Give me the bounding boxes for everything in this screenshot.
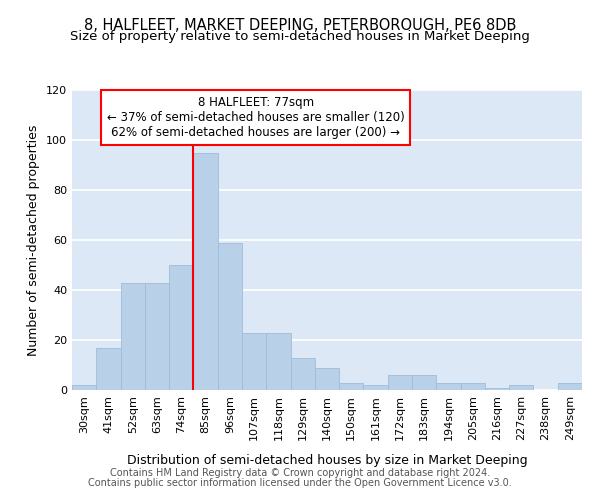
Bar — [485, 388, 509, 390]
Bar — [558, 382, 582, 390]
Bar — [169, 265, 193, 390]
Bar — [509, 385, 533, 390]
Bar — [315, 368, 339, 390]
Text: Size of property relative to semi-detached houses in Market Deeping: Size of property relative to semi-detach… — [70, 30, 530, 43]
Text: Contains HM Land Registry data © Crown copyright and database right 2024.: Contains HM Land Registry data © Crown c… — [110, 468, 490, 477]
Bar — [436, 382, 461, 390]
Bar — [412, 375, 436, 390]
Bar — [242, 332, 266, 390]
Bar — [72, 385, 96, 390]
Text: 8 HALFLEET: 77sqm
← 37% of semi-detached houses are smaller (120)
62% of semi-de: 8 HALFLEET: 77sqm ← 37% of semi-detached… — [107, 96, 404, 139]
Y-axis label: Number of semi-detached properties: Number of semi-detached properties — [28, 124, 40, 356]
Bar — [218, 242, 242, 390]
Bar — [145, 282, 169, 390]
Bar — [461, 382, 485, 390]
Text: Contains public sector information licensed under the Open Government Licence v3: Contains public sector information licen… — [88, 478, 512, 488]
Bar — [388, 375, 412, 390]
Text: 8, HALFLEET, MARKET DEEPING, PETERBOROUGH, PE6 8DB: 8, HALFLEET, MARKET DEEPING, PETERBOROUG… — [84, 18, 516, 32]
Bar — [290, 358, 315, 390]
Bar — [266, 332, 290, 390]
Bar — [96, 348, 121, 390]
Bar — [121, 282, 145, 390]
Bar — [364, 385, 388, 390]
X-axis label: Distribution of semi-detached houses by size in Market Deeping: Distribution of semi-detached houses by … — [127, 454, 527, 467]
Bar — [339, 382, 364, 390]
Bar — [193, 152, 218, 390]
